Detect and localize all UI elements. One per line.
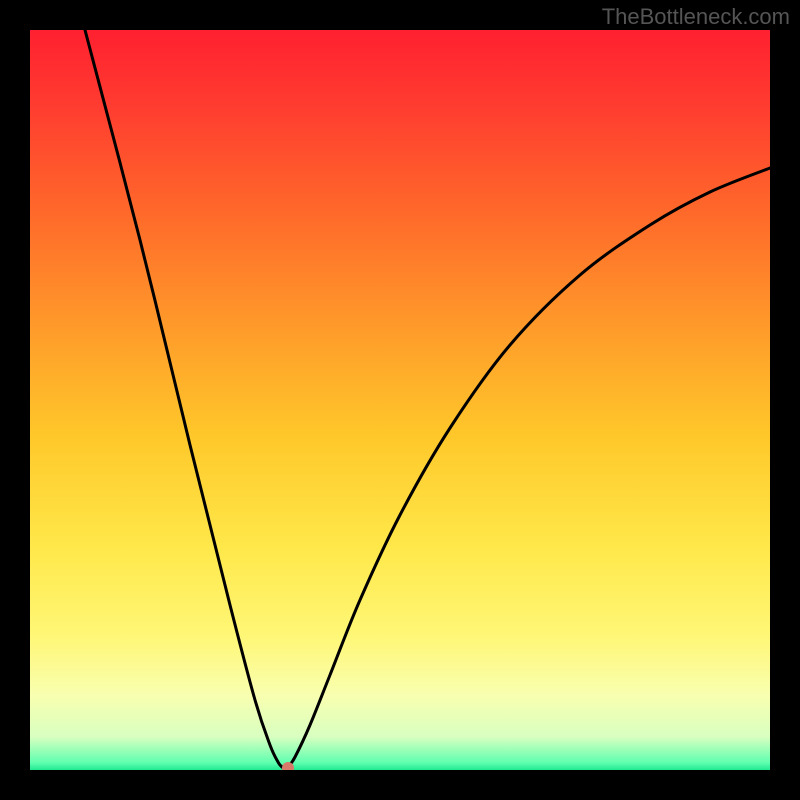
plot-area (30, 30, 770, 770)
watermark-text: TheBottleneck.com (602, 4, 790, 30)
gradient-background (30, 30, 770, 770)
chart-svg (30, 30, 770, 770)
